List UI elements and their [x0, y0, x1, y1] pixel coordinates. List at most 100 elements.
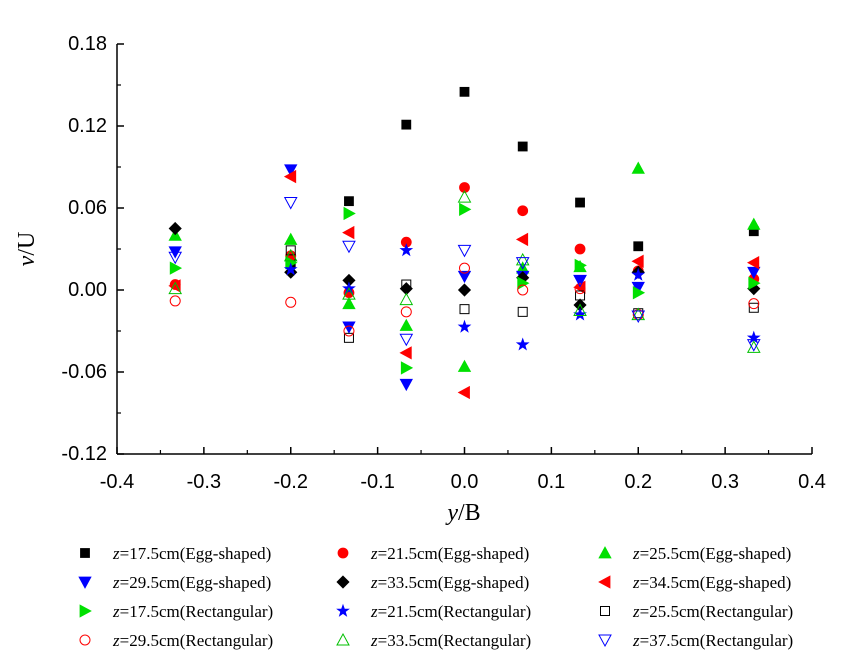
legend-item: z=25.5cm(Egg-shaped): [598, 544, 791, 563]
legend-label: z=34.5cm(Egg-shaped): [632, 573, 791, 592]
data-point: [399, 243, 414, 257]
y-axis-label: v/U: [14, 232, 40, 267]
data-point: [284, 232, 298, 245]
data-point: [283, 248, 298, 262]
data-point: [457, 270, 472, 284]
data-point: [573, 307, 587, 321]
data-point: [283, 197, 298, 210]
data-point: [747, 266, 761, 280]
triangle-down-marker-icon: [598, 634, 612, 648]
data-point: [283, 262, 298, 276]
data-point: [573, 303, 587, 316]
data-point: [344, 196, 354, 207]
triangle-down-marker-icon: [78, 576, 92, 589]
data-point: [457, 244, 472, 258]
series-5: [168, 221, 761, 312]
data-points: [168, 86, 761, 400]
legend-label: z=29.5cm(Rectangular): [112, 631, 273, 650]
data-point: [517, 205, 529, 217]
data-point: [459, 182, 470, 193]
data-point: [631, 161, 645, 174]
data-point: [169, 261, 183, 275]
data-point: [168, 221, 182, 236]
legend-item: z=21.5cm(Rectangular): [336, 602, 531, 621]
data-point: [575, 290, 586, 301]
legend-item: z=25.5cm(Rectangular): [600, 602, 793, 621]
data-point: [401, 279, 412, 290]
data-point: [399, 346, 412, 360]
legend-item: z=34.5cm(Egg-shaped): [598, 573, 791, 592]
series-8: [283, 243, 761, 351]
triangle-right-marker-icon: [79, 604, 92, 618]
y-tick-label: 0.12: [68, 115, 107, 137]
legend-label: z=33.5cm(Egg-shaped): [370, 573, 529, 592]
data-point: [631, 267, 646, 281]
data-point: [515, 232, 529, 247]
x-tick-label: 0.1: [537, 471, 565, 493]
data-point: [517, 141, 528, 152]
data-point: [399, 333, 414, 347]
x-tick-label: -0.3: [187, 471, 221, 493]
series-4: [168, 164, 761, 392]
data-point: [168, 281, 183, 295]
data-point: [343, 332, 354, 343]
legend-label: z=25.5cm(Egg-shaped): [632, 544, 791, 563]
x-tick-label: 0.0: [451, 471, 479, 493]
data-point: [457, 190, 472, 203]
x-tick-label: 0.4: [798, 471, 826, 493]
square-marker-icon: [80, 548, 90, 558]
data-point: [399, 292, 414, 306]
series-3: [168, 161, 761, 372]
data-point: [631, 254, 644, 268]
legend-item: z=17.5cm(Rectangular): [79, 602, 273, 621]
data-point: [457, 319, 472, 333]
data-point: [517, 306, 528, 317]
x-tick-label: 0.2: [624, 471, 652, 493]
data-point: [574, 243, 586, 255]
data-point: [574, 258, 587, 273]
data-point: [746, 340, 761, 353]
y-tick-label: -0.06: [61, 361, 107, 383]
data-point: [342, 296, 356, 310]
data-point: [517, 284, 529, 296]
legend-label: z=25.5cm(Rectangular): [632, 602, 793, 621]
data-point: [632, 286, 646, 300]
data-point: [400, 306, 412, 318]
x-tick-label: 0.3: [711, 471, 739, 493]
data-point: [459, 86, 470, 97]
data-point: [746, 330, 761, 344]
data-point: [399, 318, 413, 331]
data-point: [285, 245, 296, 256]
data-point: [459, 304, 470, 315]
y-tick-label: 0.06: [68, 197, 107, 219]
legend-item: z=37.5cm(Rectangular): [598, 631, 793, 650]
data-point: [457, 385, 470, 400]
data-point: [283, 169, 297, 184]
data-point: [457, 283, 472, 297]
x-axis-label: y/B: [445, 500, 480, 526]
data-point: [459, 262, 470, 274]
data-point: [400, 361, 414, 375]
data-point: [748, 276, 761, 290]
data-point: [342, 321, 356, 334]
data-point: [747, 217, 761, 230]
legend-label: z=17.5cm(Rectangular): [112, 602, 273, 621]
legend-item: z=33.5cm(Egg-shaped): [336, 573, 529, 592]
data-point: [748, 302, 759, 313]
data-point: [574, 283, 586, 295]
circle-marker-icon: [79, 634, 91, 646]
legend-label: z=21.5cm(Rectangular): [370, 602, 531, 621]
triangle-up-marker-icon: [598, 546, 612, 559]
legend-label: z=37.5cm(Rectangular): [632, 631, 793, 650]
data-point: [169, 295, 181, 307]
legend-item: z=33.5cm(Rectangular): [336, 631, 531, 650]
data-point: [343, 206, 356, 221]
data-point: [633, 241, 644, 252]
data-point: [631, 307, 646, 321]
star-marker-icon: [336, 603, 350, 617]
data-point: [515, 252, 530, 266]
data-point: [631, 310, 646, 324]
data-point: [284, 164, 298, 177]
legend-label: z=33.5cm(Rectangular): [370, 631, 531, 650]
